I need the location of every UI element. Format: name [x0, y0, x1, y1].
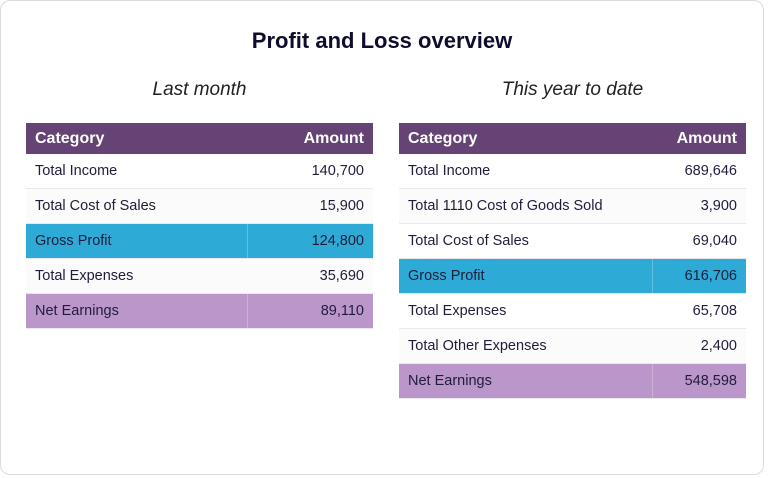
table-row: Total Expenses 65,708	[399, 293, 746, 329]
header-amount: Amount	[652, 123, 746, 154]
row-category: Total Cost of Sales	[26, 188, 248, 224]
row-amount: 89,110	[247, 293, 373, 329]
row-amount: 2,400	[652, 328, 746, 364]
row-category: Total Income	[26, 154, 248, 189]
row-amount: 689,646	[652, 154, 746, 189]
ytd-subtitle: This year to date	[501, 79, 644, 100]
row-amount: 3,900	[652, 188, 746, 224]
table-row: Total Cost of Sales 15,900	[26, 188, 373, 224]
row-category: Total Expenses	[26, 258, 248, 294]
table-row: Gross Profit 616,706	[399, 258, 746, 294]
row-category: Total Cost of Sales	[399, 223, 653, 259]
header-category: Category	[26, 123, 248, 154]
table-row: Net Earnings 89,110	[26, 293, 373, 329]
row-category: Total Other Expenses	[399, 328, 653, 364]
table-row: Total Other Expenses 2,400	[399, 328, 746, 364]
header-amount: Amount	[247, 123, 373, 154]
row-category: Total 1110 Cost of Goods Sold	[399, 188, 653, 224]
table-header: Category Amount	[26, 123, 373, 154]
header-category: Category	[399, 123, 653, 154]
row-category: Net Earnings	[26, 293, 248, 329]
table-row: Total Income 689,646	[399, 154, 746, 189]
row-amount: 548,598	[651, 363, 746, 399]
table-row: Total 1110 Cost of Goods Sold 3,900	[399, 188, 746, 224]
row-amount: 124,800	[247, 223, 373, 259]
row-category: Total Expenses	[399, 293, 653, 329]
last-month-table: Category Amount Total Income 140,700 Total C…	[26, 123, 373, 329]
table-row: Net Earnings 548,598	[399, 363, 746, 399]
row-category: Gross Profit	[26, 223, 248, 259]
row-amount: 616,706	[651, 258, 746, 294]
last-month-subtitle: Last month	[152, 79, 247, 100]
row-amount: 35,690	[247, 258, 373, 294]
row-amount: 15,900	[247, 188, 373, 224]
row-category: Gross Profit	[399, 258, 653, 294]
row-amount: 65,708	[652, 293, 746, 329]
row-category: Net Earnings	[399, 363, 653, 399]
row-category: Total Income	[399, 154, 653, 189]
table-row: Gross Profit 124,800	[26, 223, 373, 259]
page-title: Profit and Loss overview	[251, 28, 513, 53]
ytd-table: Category Amount Total Income 689,646 Total 1…	[399, 123, 746, 399]
row-amount: 140,700	[247, 154, 373, 189]
table-row: Total Income 140,700	[26, 154, 373, 189]
table-row: Total Expenses 35,690	[26, 258, 373, 294]
table-row: Total Cost of Sales 69,040	[399, 223, 746, 259]
row-amount: 69,040	[652, 223, 746, 259]
table-header: Category Amount	[399, 123, 746, 154]
